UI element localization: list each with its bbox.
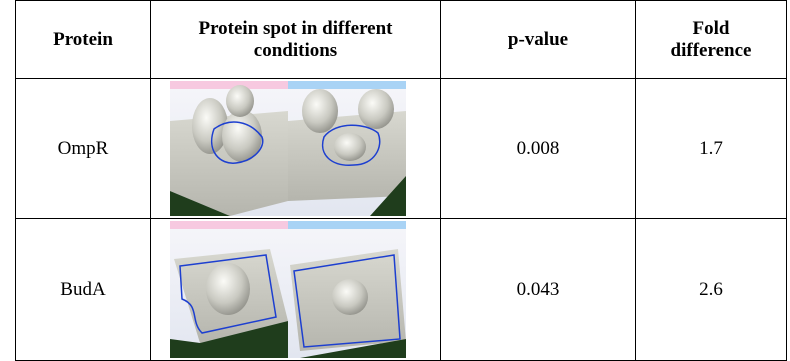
pvalue-cell: 0.043: [440, 218, 636, 361]
fold-cell: 2.6: [635, 218, 787, 361]
protein-cell: OmpR: [15, 78, 151, 219]
pvalue-cell: 0.008: [440, 78, 636, 219]
fold-cell: 1.7: [635, 78, 787, 219]
spot-image: [170, 81, 406, 216]
header-cell: Fold difference: [635, 0, 787, 79]
header-cell: p-value: [440, 0, 636, 79]
header-cell: Protein spot in different conditions: [150, 0, 441, 79]
page: Protein Protein spot in different condit…: [0, 0, 790, 361]
header-cell: Protein: [15, 0, 151, 79]
protein-cell: BudA: [15, 218, 151, 361]
spot-image: [170, 221, 406, 358]
